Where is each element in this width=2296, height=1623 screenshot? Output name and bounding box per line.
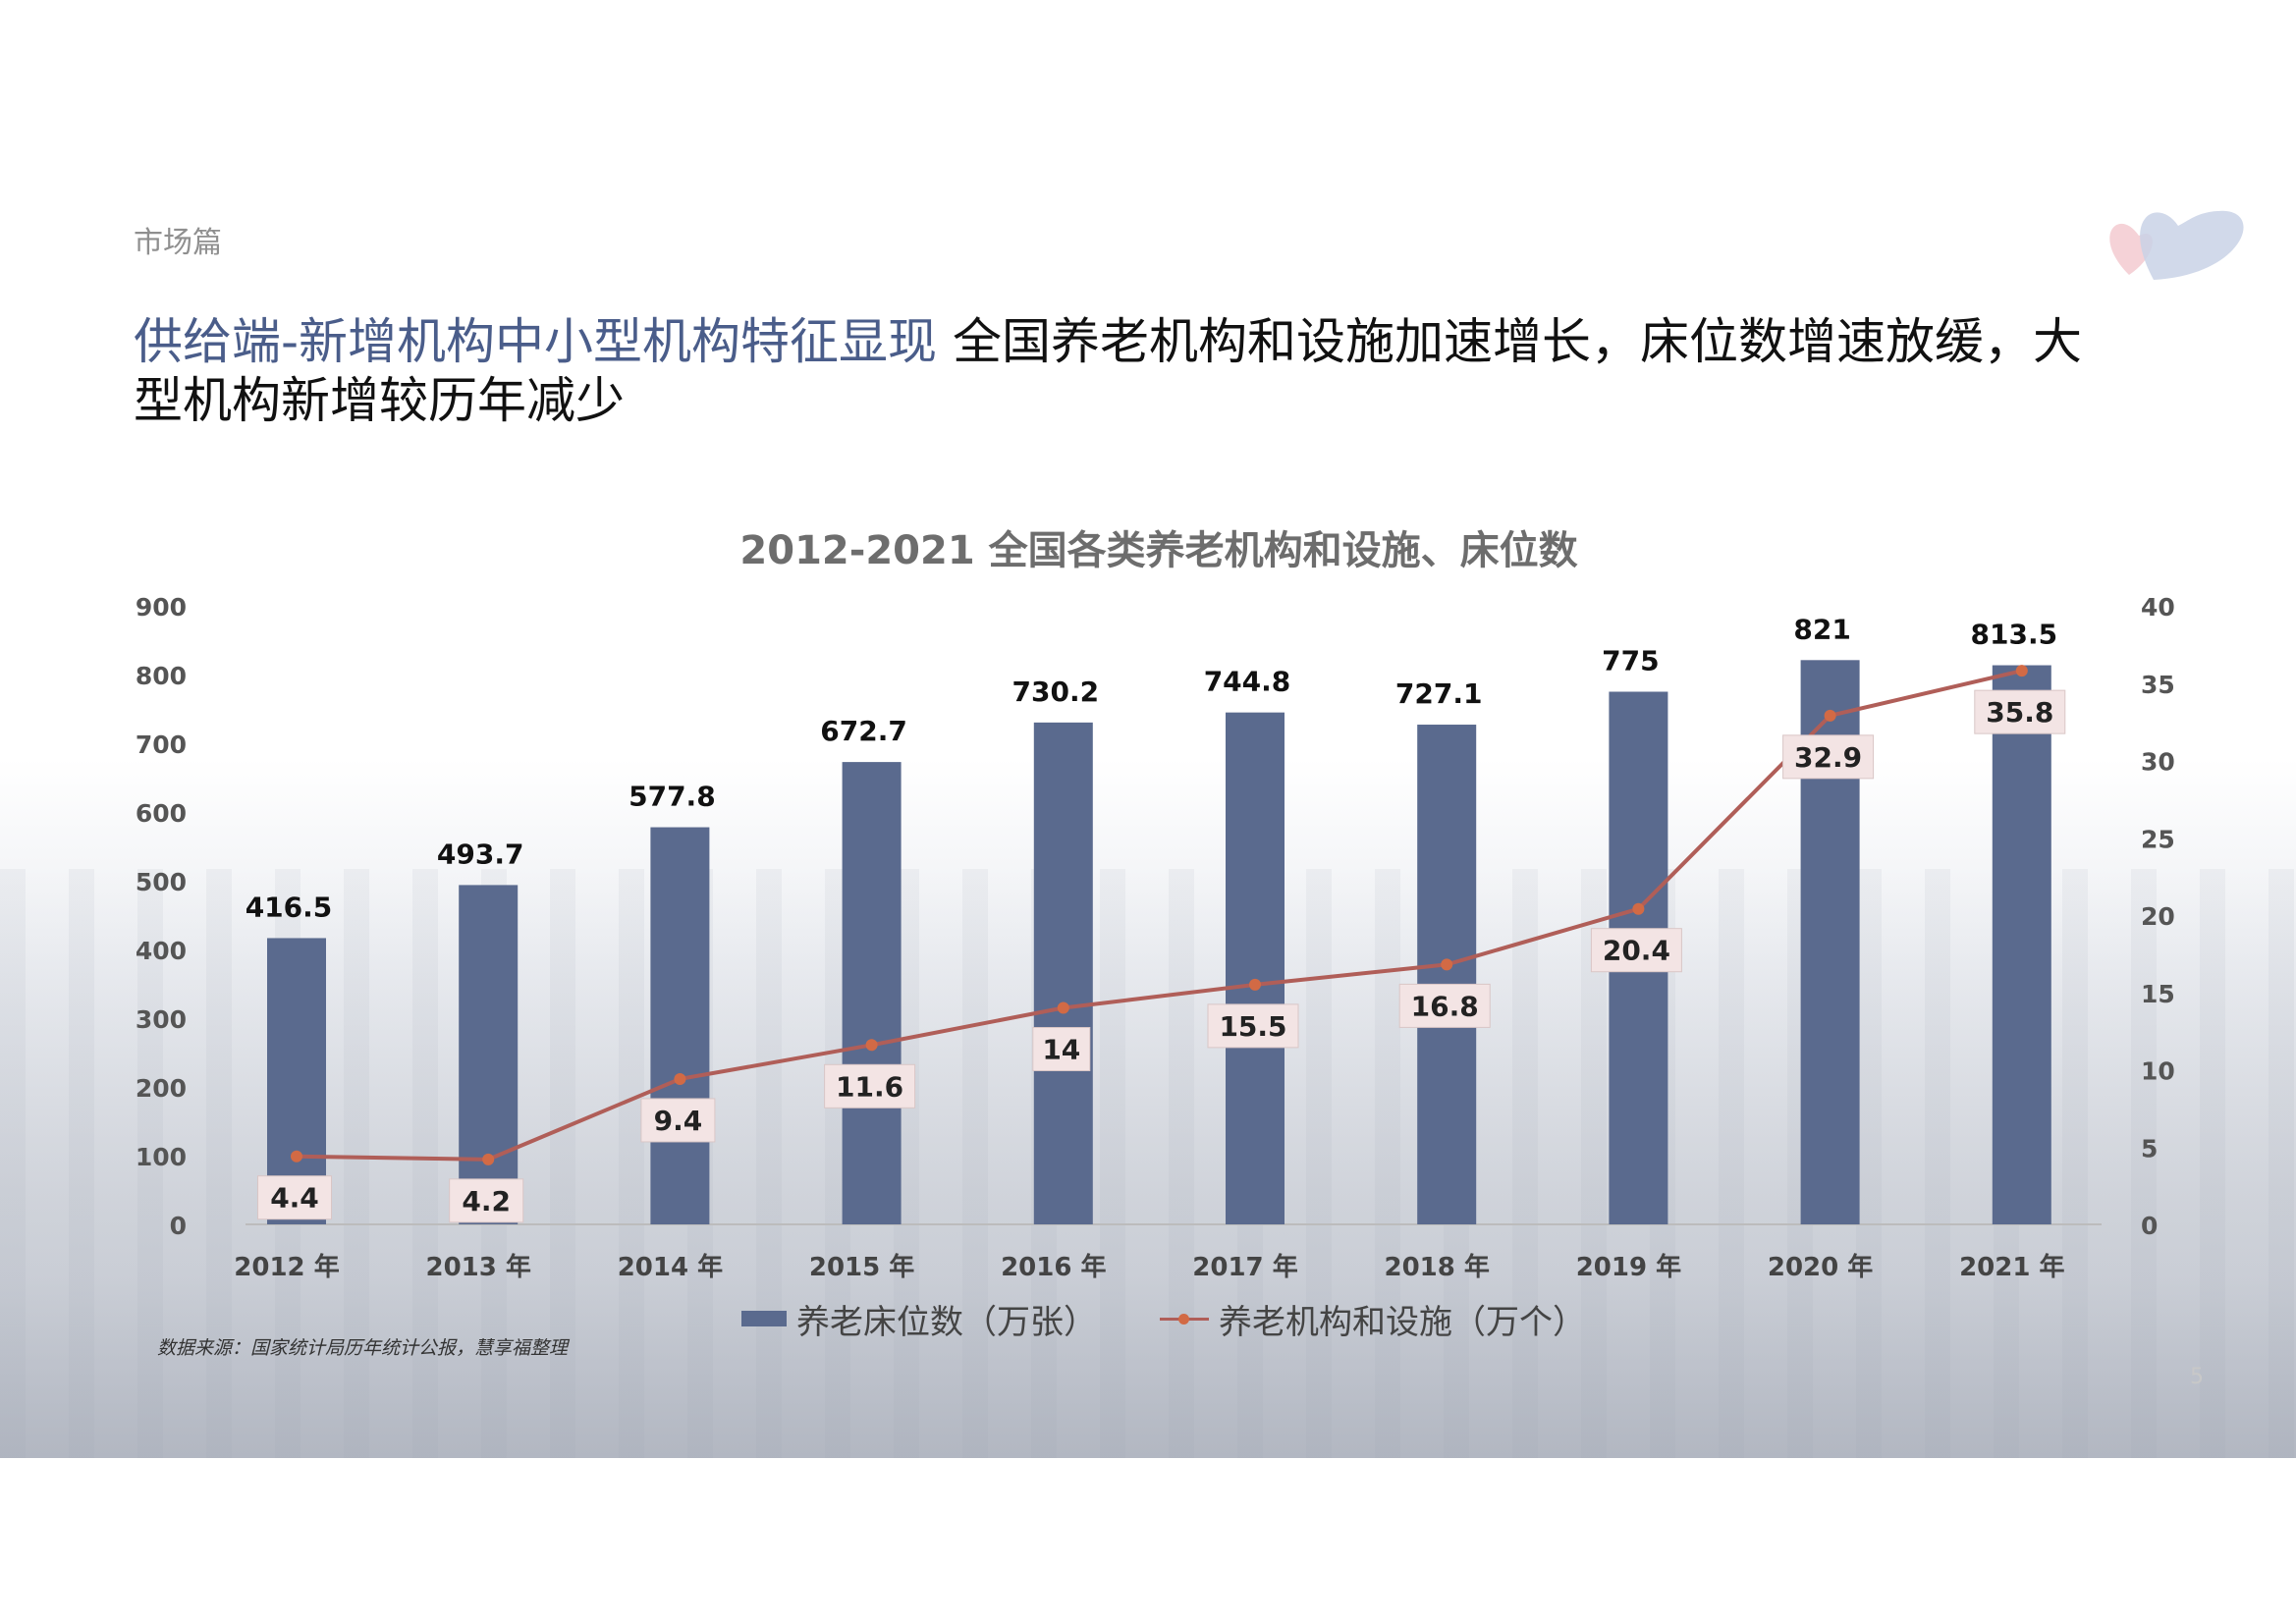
legend-swatch-bar xyxy=(741,1311,787,1326)
line-point-institutions xyxy=(291,1150,302,1163)
right-axis-tick-label: 5 xyxy=(2141,1134,2158,1163)
line-label-box xyxy=(1398,983,1491,1028)
chart: 0 100 200 300 400 500 600 700 800 900 0 5 10 15 20 25 30… xyxy=(136,593,2175,1282)
bar-beds xyxy=(842,762,902,1224)
bar-beds xyxy=(1226,712,1285,1224)
right-axis-tick-label: 10 xyxy=(2141,1057,2175,1086)
bar-value-label: 744.8 xyxy=(1204,666,1291,698)
left-axis-tick-label: 600 xyxy=(136,799,187,828)
line-point-institutions xyxy=(482,1153,495,1165)
bar-value-label: 727.1 xyxy=(1395,677,1483,710)
right-axis-tick-label: 30 xyxy=(2141,748,2175,777)
legend-label-beds: 养老床位数（万张） xyxy=(796,1302,1097,1342)
bar-value-label: 672.7 xyxy=(820,715,907,747)
right-axis-tick-label: 0 xyxy=(2141,1212,2158,1240)
left-axis-tick-label: 300 xyxy=(136,1005,187,1034)
right-axis-tick-label: 25 xyxy=(2141,825,2175,853)
section-label: 市场篇 xyxy=(134,226,222,260)
x-axis-category-label: 2015 年 xyxy=(809,1252,914,1282)
line-value-label: 4.4 xyxy=(270,1182,319,1215)
left-axis-tick-label: 100 xyxy=(136,1143,187,1171)
line-value-label: 14 xyxy=(1042,1034,1080,1066)
line-label-box xyxy=(640,1098,716,1143)
line-value-label: 4.2 xyxy=(462,1185,511,1217)
right-axis-tick-label: 20 xyxy=(2141,902,2175,931)
left-axis-tick-label: 200 xyxy=(136,1074,187,1103)
slide: 市场篇 供给端-新增机构中小型机构特征显现 全国养老机构和设施加速增长，床位数增… xyxy=(0,0,2296,1458)
legend-label-institutions: 养老机构和设施（万个） xyxy=(1219,1302,1586,1342)
heading-body: 全国养老机构和设施加速增长，床位数增速放缓，大型机构新增较历年减少 xyxy=(134,313,2082,429)
x-axis-category-label: 2020 年 xyxy=(1768,1252,1873,1282)
bar-value-label: 775 xyxy=(1602,645,1659,677)
line-value-label: 20.4 xyxy=(1603,935,1670,967)
right-axis-tick-label: 35 xyxy=(2141,671,2175,699)
left-axis-tick-label: 500 xyxy=(136,868,187,896)
line-point-institutions xyxy=(1249,978,1261,991)
line-value-label: 15.5 xyxy=(1219,1010,1286,1043)
line-value-label: 16.8 xyxy=(1411,990,1479,1022)
page-number: 5 xyxy=(2190,1365,2204,1389)
line-value-label: 35.8 xyxy=(1986,696,2053,729)
bar-beds xyxy=(1417,725,1477,1224)
line-label-box xyxy=(449,1178,524,1223)
x-axis-category-label: 2017 年 xyxy=(1192,1252,1297,1282)
x-axis-category-label: 2021 年 xyxy=(1959,1252,2064,1282)
left-axis-tick-label: 700 xyxy=(136,730,187,759)
line-point-institutions xyxy=(1057,1001,1069,1014)
line-point-institutions xyxy=(1824,709,1836,722)
line-point-institutions xyxy=(1441,958,1453,971)
legend-item-institutions: 养老机构和设施（万个） xyxy=(1160,1295,1586,1343)
line-point-institutions xyxy=(2015,665,2028,677)
line-label-box xyxy=(1782,734,1875,780)
left-axis-tick-label: 0 xyxy=(170,1212,187,1240)
legend-item-beds: 养老床位数（万张） xyxy=(741,1295,1097,1343)
page-heading: 供给端-新增机构中小型机构特征显现 全国养老机构和设施加速增长，床位数增速放缓，… xyxy=(134,312,2098,430)
x-axis-category-label: 2014 年 xyxy=(618,1252,723,1282)
bar-beds xyxy=(1992,665,2051,1224)
right-axis-tick-label: 15 xyxy=(2141,980,2175,1008)
left-axis-tick-label: 400 xyxy=(136,937,187,965)
left-axis-tick-label: 800 xyxy=(136,662,187,690)
x-axis-category-label: 2013 年 xyxy=(425,1252,530,1282)
line-point-institutions xyxy=(1632,902,1645,915)
line-point-institutions xyxy=(674,1072,686,1085)
heading-highlight: 供给端-新增机构中小型机构特征显现 xyxy=(134,313,938,370)
line-value-label: 9.4 xyxy=(654,1105,703,1137)
bar-beds xyxy=(650,827,710,1224)
background-skyline xyxy=(0,869,2296,1458)
line-label-box xyxy=(1974,689,2066,734)
line-label-box xyxy=(1590,928,1682,973)
bar-value-label: 493.7 xyxy=(437,838,524,870)
bar-beds xyxy=(459,885,519,1224)
x-axis-category-label: 2019 年 xyxy=(1576,1252,1681,1282)
x-axis-category-label: 2012 年 xyxy=(234,1252,339,1282)
data-source-note: 数据来源：国家统计局历年统计公报，慧享福整理 xyxy=(157,1337,569,1359)
line-value-label: 11.6 xyxy=(836,1070,903,1103)
line-label-box xyxy=(1207,1003,1299,1049)
bar-value-label: 577.8 xyxy=(629,781,716,813)
bar-value-label: 821 xyxy=(1793,613,1850,645)
line-institutions xyxy=(296,669,2023,1162)
bar-beds xyxy=(1033,722,1093,1224)
line-label-box xyxy=(824,1063,916,1109)
bar-value-label: 730.2 xyxy=(1012,676,1100,708)
line-point-institutions xyxy=(865,1039,878,1052)
line-value-label: 32.9 xyxy=(1794,741,1862,774)
right-axis-tick-label: 40 xyxy=(2141,593,2175,622)
bar-value-label: 813.5 xyxy=(1971,619,2058,651)
left-axis-tick-label: 900 xyxy=(136,593,187,622)
chart-title: 2012-2021 全国各类养老机构和设施、床位数 xyxy=(739,528,1578,573)
bar-value-label: 416.5 xyxy=(246,891,333,923)
x-axis-category-label: 2016 年 xyxy=(1001,1252,1106,1282)
x-axis-category-label: 2018 年 xyxy=(1384,1252,1489,1282)
chart-legend: 养老床位数（万张） 养老机构和设施（万个） xyxy=(741,1294,1586,1343)
line-label-box xyxy=(1032,1027,1091,1071)
line-label-box xyxy=(257,1175,332,1220)
heart-logo xyxy=(2109,210,2244,280)
legend-swatch-line xyxy=(1160,1311,1209,1326)
